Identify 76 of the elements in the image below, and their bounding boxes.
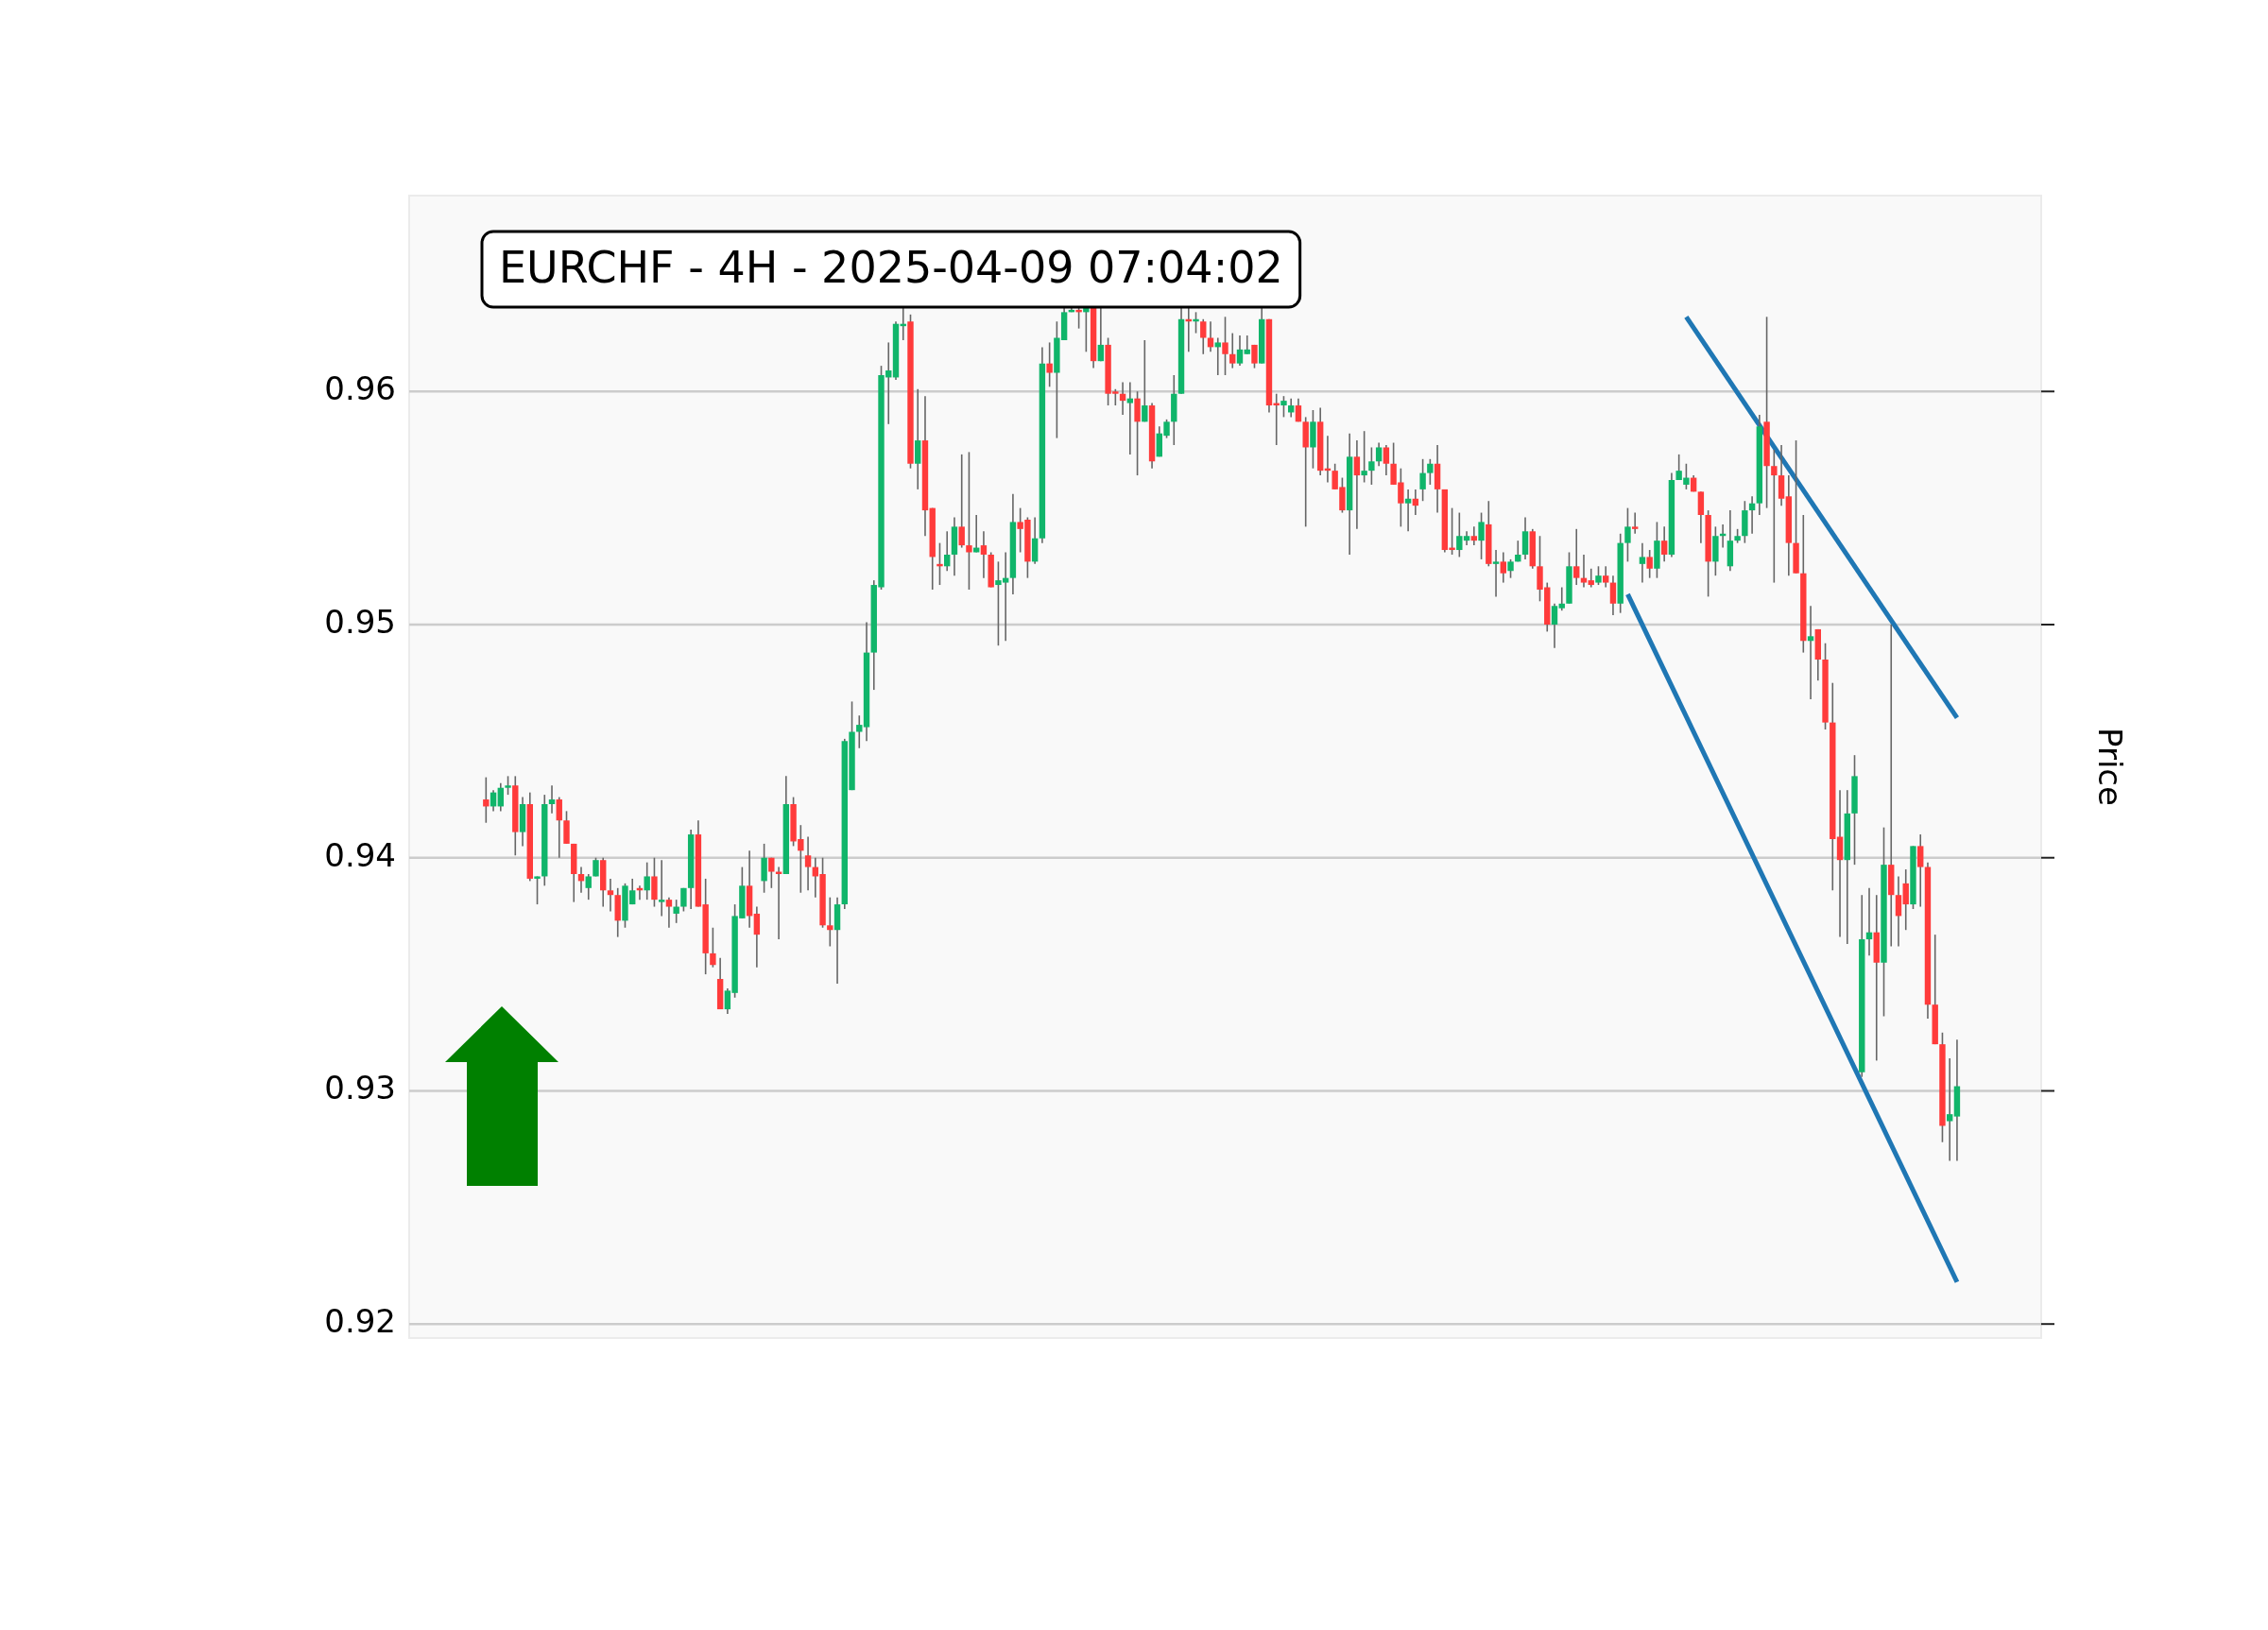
candlestick [944,530,951,573]
candlestick [1624,506,1631,563]
candlestick [658,859,665,918]
y-tick-label: 0.95 [324,602,396,641]
candlestick [1229,332,1236,369]
y-tick-label: 0.96 [324,369,396,408]
candlestick [1295,397,1302,423]
candlestick [1200,317,1207,355]
candlestick [1046,341,1053,388]
y-tick-label: 0.94 [324,835,396,874]
candlestick [1427,458,1434,486]
candlestick [1383,444,1390,476]
y-tick-label: 0.93 [324,1069,396,1107]
candlestick [1595,565,1602,586]
candlestick [1404,489,1412,533]
candlestick [804,835,812,892]
candlestick [1478,511,1485,560]
candlestick [1603,565,1609,589]
candlestick [1236,335,1244,367]
candlestick [1551,602,1558,649]
candlestick [505,775,511,796]
candlestick [607,878,614,913]
candlestick [1507,558,1514,579]
candlestick [1888,624,1895,948]
candlestick [1500,551,1506,584]
candlestick [1588,567,1594,589]
candlestick [1917,833,1924,908]
candlestick [644,861,650,901]
candlestick [1492,549,1500,598]
candlestick [753,905,761,969]
candlestick [673,899,679,924]
candlestick [585,873,592,901]
candlestick [1361,430,1367,484]
candlestick [1609,575,1617,616]
text: EURCHF - 4H - 2025-04-09 07:04:02 [499,241,1283,293]
candlestick [665,896,673,929]
candlestick [534,875,541,905]
candlestick [1375,441,1383,468]
candlestick [1214,336,1221,376]
candlestick [1580,554,1588,589]
candlestick [966,451,972,591]
candlestick [1280,395,1287,419]
candlestick [768,856,775,889]
candlestick [1947,1057,1953,1162]
candlestick [1142,339,1148,423]
candlestick [1244,335,1250,355]
candlestick [1573,528,1580,586]
candlestick [1771,449,1778,584]
y-axis-title: Price [2090,728,2129,806]
candlestick [1660,525,1668,563]
candlestick [1895,875,1902,948]
candlestick [1353,439,1361,530]
candlestick [1222,316,1228,376]
candlestick [1639,541,1646,584]
candlestick [958,454,965,549]
candlestick [710,926,716,969]
candlestick [548,784,556,815]
candlestick [1631,511,1639,535]
candlestick [483,776,490,824]
candlestick [1902,868,1909,932]
candlestick [827,896,833,948]
candlestick [1097,306,1105,362]
candlestick [1126,381,1134,455]
candlestick [1470,525,1478,546]
candlestick [1368,446,1375,486]
candlestick [1251,344,1258,369]
candlestick [1558,586,1565,611]
candlestick [1419,458,1426,503]
candlestick [680,887,687,913]
candlestick [972,514,980,554]
candlestick [980,530,988,579]
candlestick [1646,549,1653,579]
candlestick [556,796,562,859]
y-tick-label: 0.92 [324,1302,396,1341]
candlestick [1807,605,1814,700]
candlestick [497,781,505,813]
